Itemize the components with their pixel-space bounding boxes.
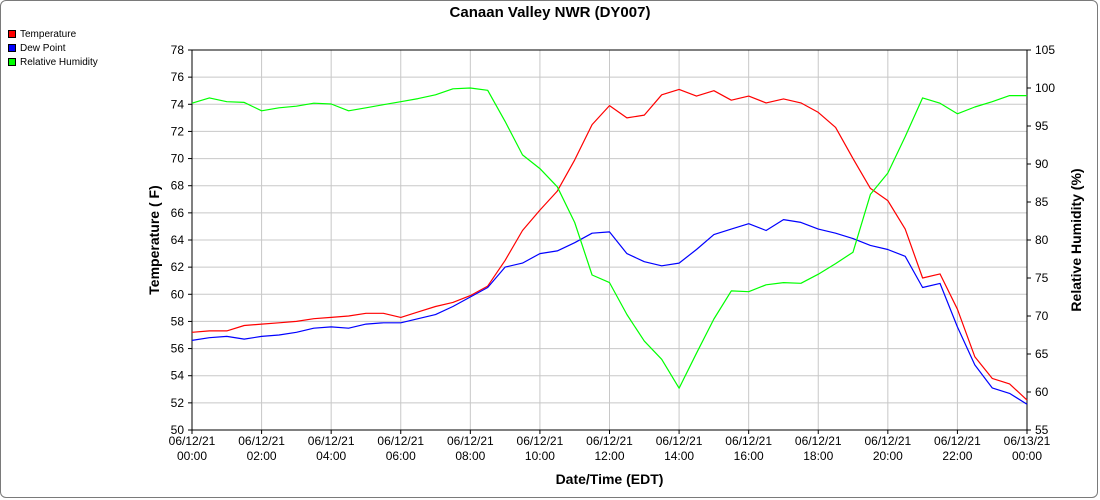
y-tick-label: 62 <box>171 260 185 274</box>
x-tick-label-time: 08:00 <box>455 449 485 463</box>
y-tick-label: 58 <box>171 314 185 328</box>
series-line-relative-humidity <box>191 87 1027 389</box>
y2-tick-label: 55 <box>1035 423 1049 437</box>
y2-tick-label: 95 <box>1035 119 1049 133</box>
y-tick-label: 52 <box>171 396 185 410</box>
x-tick-label-time: 22:00 <box>942 449 972 463</box>
x-tick-label-time: 10:00 <box>525 449 555 463</box>
y2-tick-label: 105 <box>1035 43 1055 57</box>
x-tick-label-time: 04:00 <box>316 449 346 463</box>
y-tick-label: 50 <box>171 423 185 437</box>
y-tick-label: 66 <box>171 206 185 220</box>
y-tick-label: 78 <box>171 43 185 57</box>
y-tick-label: 56 <box>171 342 185 356</box>
x-tick-label-date: 06/12/21 <box>725 434 772 448</box>
y2-tick-label: 100 <box>1035 81 1055 95</box>
y2-tick-label: 75 <box>1035 271 1049 285</box>
x-tick-label-time: 12:00 <box>594 449 624 463</box>
x-tick-label-time: 16:00 <box>734 449 764 463</box>
y-axis-label-right: Relative Humidity (%) <box>1068 168 1084 311</box>
x-tick-label-date: 06/12/21 <box>864 434 911 448</box>
x-tick-label-time: 14:00 <box>664 449 694 463</box>
dew-point-swatch <box>8 44 16 52</box>
y2-tick-label: 65 <box>1035 347 1049 361</box>
x-axis-ticks: 06/12/2100:0006/12/2102:0006/12/2104:000… <box>169 430 1051 463</box>
grid <box>191 49 1028 431</box>
legend-label-dew-point: Dew Point <box>20 43 66 54</box>
y-axis-left-ticks: 50 52 54 56 58 60 62 64 66 68 70 72 74 76 78 <box>171 43 192 437</box>
x-tick-label-date: 06/12/21 <box>586 434 633 448</box>
series-line-dew-point <box>191 219 1028 405</box>
x-tick-label-date: 06/12/21 <box>377 434 424 448</box>
y-tick-label: 68 <box>171 179 185 193</box>
y-tick-label: 64 <box>171 233 185 247</box>
x-tick-label-date: 06/12/21 <box>517 434 564 448</box>
relative-humidity-swatch <box>8 58 16 66</box>
x-tick-label-time: 00:00 <box>177 449 207 463</box>
legend-item-relative-humidity: Relative Humidity <box>8 56 98 70</box>
legend-item-dew-point: Dew Point <box>8 42 98 56</box>
series-group <box>191 87 1028 405</box>
y-tick-label: 72 <box>171 124 185 138</box>
y-axis-right-ticks: 55 60 65 70 75 80 85 90 95 100 105 <box>1027 43 1055 437</box>
x-tick-label-date: 06/12/21 <box>447 434 494 448</box>
x-tick-label-date: 06/12/21 <box>934 434 981 448</box>
y-tick-label: 76 <box>171 70 185 84</box>
x-tick-label-time: 02:00 <box>247 449 277 463</box>
legend-label-relative-humidity: Relative Humidity <box>20 57 98 68</box>
y2-tick-label: 60 <box>1035 385 1049 399</box>
temperature-swatch <box>8 30 16 38</box>
x-tick-label-date: 06/12/21 <box>308 434 355 448</box>
y-tick-label: 60 <box>171 287 185 301</box>
x-tick-label-date: 06/12/21 <box>238 434 285 448</box>
x-tick-label-date: 06/12/21 <box>169 434 216 448</box>
x-tick-label-time: 06:00 <box>386 449 416 463</box>
y-axis-label-left: Temperature ( F) <box>146 185 162 294</box>
y2-tick-label: 90 <box>1035 157 1049 171</box>
y2-tick-label: 85 <box>1035 195 1049 209</box>
y2-tick-label: 80 <box>1035 233 1049 247</box>
legend-label-temperature: Temperature <box>20 29 77 40</box>
x-tick-label-time: 00:00 <box>1012 449 1042 463</box>
y-tick-label: 54 <box>171 369 185 383</box>
x-axis-label: Date/Time (EDT) <box>556 471 664 487</box>
legend: Temperature Dew Point Relative Humidity <box>8 28 98 70</box>
chart-title: Canaan Valley NWR (DY007) <box>449 4 651 21</box>
y2-tick-label: 70 <box>1035 309 1049 323</box>
legend-item-temperature: Temperature <box>8 28 98 42</box>
y-tick-label: 74 <box>171 97 185 111</box>
x-tick-label-time: 18:00 <box>803 449 833 463</box>
x-tick-label-time: 20:00 <box>873 449 903 463</box>
x-tick-label-date: 06/12/21 <box>795 434 842 448</box>
series-line-temperature <box>191 88 1028 401</box>
x-tick-label-date: 06/13/21 <box>1004 434 1051 448</box>
y-tick-label: 70 <box>171 152 185 166</box>
x-tick-label-date: 06/12/21 <box>656 434 703 448</box>
